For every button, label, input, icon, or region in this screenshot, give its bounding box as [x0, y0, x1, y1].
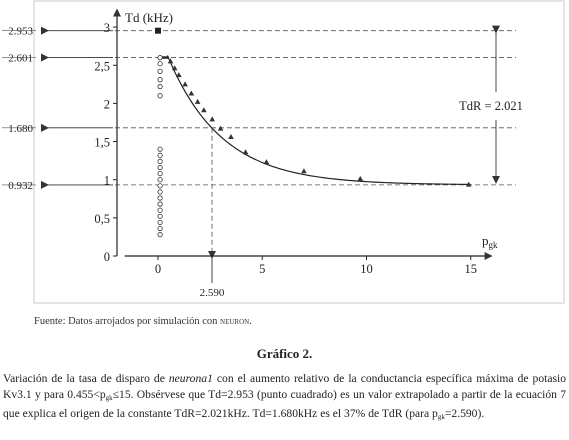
open-circle-point [157, 152, 163, 158]
triangle-point [263, 159, 270, 165]
open-circle-point [157, 213, 163, 219]
caption-part-1: Variación de la tasa de disparo de [3, 372, 169, 385]
open-circle-point [157, 189, 163, 195]
triangle-point [228, 133, 234, 139]
y-axis-title: Td (kHz) [125, 10, 173, 25]
y-tick-label: 0,5 [94, 212, 110, 226]
triangle-point [176, 72, 182, 78]
triangle-point [242, 149, 249, 155]
axis-labels: 0 0,5 1 1,5 2 2,5 3 0 5 10 15 Td (kHz) pgk [94, 10, 498, 276]
x-axis-title-main: p [482, 233, 489, 248]
open-circle-point [157, 170, 163, 177]
triangle-point [217, 125, 224, 131]
open-circle-point [157, 164, 163, 171]
reference-label: 1.680 [8, 123, 33, 135]
caption-subscript-1: gk [105, 393, 113, 402]
reference-label-v: 2.590 [200, 287, 225, 299]
triangle-point [301, 168, 307, 174]
reference-lines: 2.953 2.601 1.680 0.932 2.590 [2, 26, 516, 299]
source-tool: neuron [220, 316, 250, 327]
triangle-point [194, 98, 201, 104]
y-tick-label: 1,5 [94, 136, 110, 150]
open-circle-point [157, 207, 163, 213]
y-tick-label: 1 [104, 174, 110, 188]
triangle-point [209, 116, 216, 122]
x-axis-title: pgk [482, 233, 498, 250]
caption-part-2: con el aumento relativo de la conductanc… [3, 372, 567, 401]
open-circle-point [157, 225, 163, 232]
triangle-point [182, 81, 188, 87]
source-note: Fuente: Datos arrojados por simulación c… [34, 316, 252, 327]
source-suffix: . [249, 316, 252, 327]
caption-part-3: ≤15. Obsérvese que Td=2.953 (punto cuadr… [3, 387, 566, 421]
caption-title: Gráfico 2. [256, 346, 313, 361]
y-tick-label: 2 [104, 97, 110, 111]
open-circle-point [157, 232, 163, 238]
open-circle-point [157, 195, 163, 201]
chart-frame [33, 0, 565, 304]
triangle-point [465, 181, 472, 187]
annotation-group: TdR = 2.021 [459, 25, 523, 184]
fit-curve [166, 55, 471, 186]
open-circle-point [157, 93, 163, 99]
reference-label: 0.932 [8, 180, 33, 192]
reference-label: 2.601 [8, 53, 33, 65]
triangle-point [188, 90, 195, 96]
caption-part-4: =2.590). [444, 407, 485, 421]
open-circle-point [157, 61, 163, 67]
x-tick-label: 10 [360, 262, 373, 276]
caption-text: Variación de la tasa de disparo de neuro… [3, 371, 566, 426]
open-circle-point [157, 158, 163, 164]
triangle-point [167, 58, 174, 64]
open-circle-point [157, 201, 163, 207]
open-circle-point [157, 77, 163, 83]
data-points [155, 27, 472, 238]
x-tick-label: 15 [465, 262, 478, 276]
triangle-point [357, 175, 364, 181]
caption-subscript-2: gk [437, 413, 445, 422]
axes [113, 8, 493, 260]
x-axis-title-sub: gk [489, 240, 499, 250]
tdr-label: TdR = 2.021 [459, 99, 523, 113]
x-tick-label: 0 [155, 262, 161, 276]
open-circle-point [157, 177, 163, 183]
open-circle-point [157, 84, 163, 90]
open-circle-point [157, 55, 163, 61]
open-circle-point [157, 183, 163, 189]
y-tick-label: 3 [104, 21, 110, 35]
y-tick-label: 0 [104, 250, 110, 264]
open-circle-point [157, 219, 163, 226]
open-circle-point [157, 68, 163, 74]
square-point [155, 27, 161, 34]
y-tick-label: 2,5 [94, 59, 110, 73]
open-circle-point [157, 146, 163, 152]
x-tick-label: 5 [259, 262, 265, 276]
caption-neuron-name: neurona1 [168, 372, 213, 385]
source-prefix: Fuente: Datos arrojados por simulación c… [34, 316, 221, 327]
fit-curve-group [160, 55, 471, 186]
triangle-point [171, 65, 178, 71]
triangle-point [201, 107, 207, 113]
reference-label: 2.953 [8, 26, 33, 38]
